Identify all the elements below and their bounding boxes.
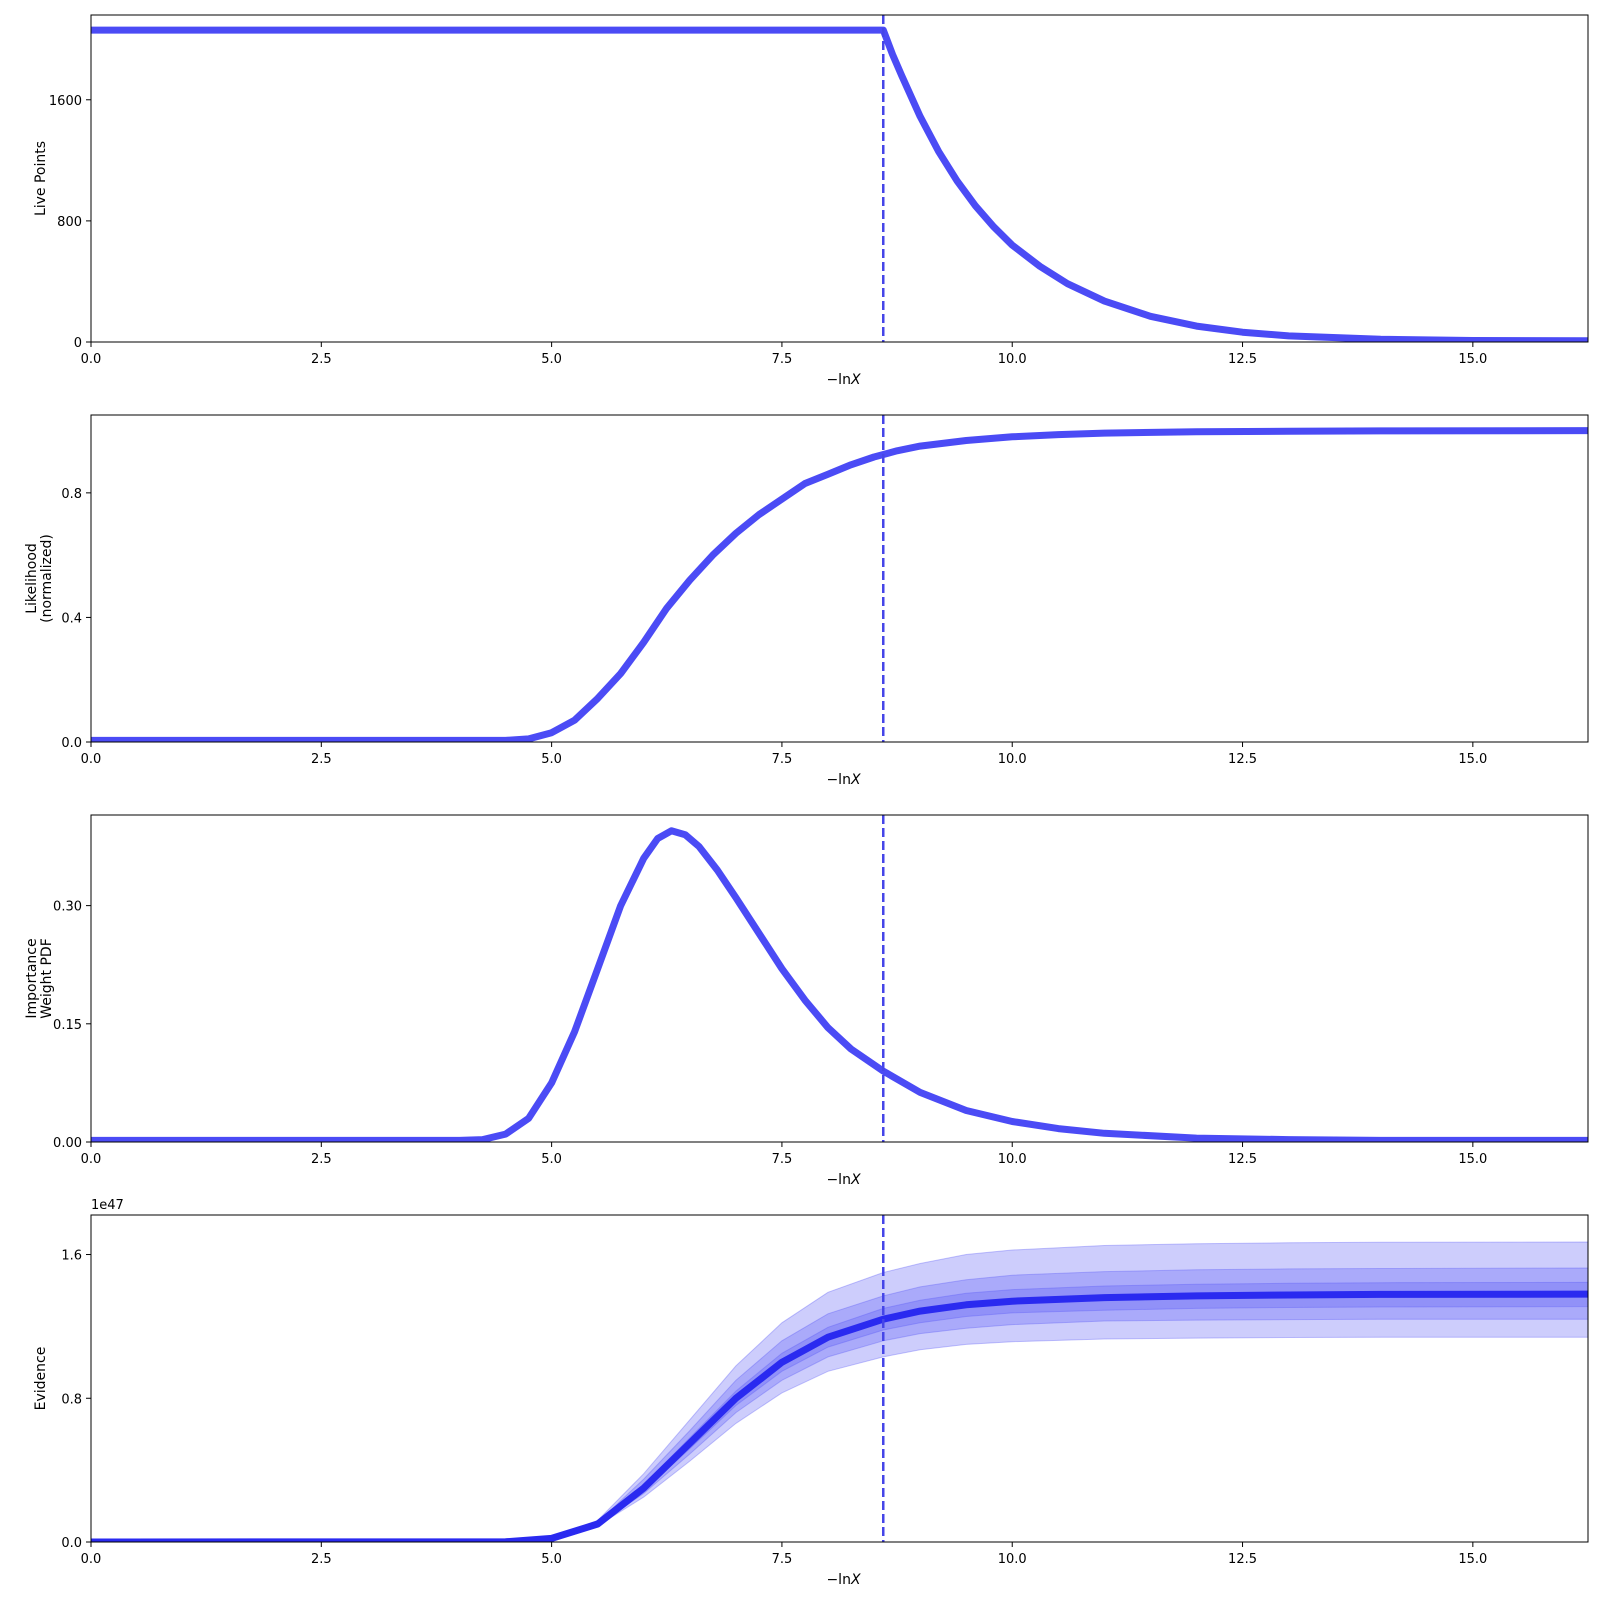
series-line — [91, 827, 1588, 1142]
y-tick-label: 1.6 — [61, 1249, 82, 1264]
axes-frame — [90, 14, 1589, 343]
x-tick-label: 5.0 — [541, 352, 562, 367]
axes-frame — [90, 414, 1589, 743]
panel-3: 0.0 2.5 5.0 7.5 10.0 12.5 15.0 0.00 0.15 0.30 −lnX… — [24, 814, 1589, 1188]
x-axis-label-var: X — [850, 1572, 861, 1588]
y-tick-label: 0.0 — [61, 1536, 82, 1551]
x-tick-label: 10.0 — [998, 1552, 1027, 1567]
x-axis-label: −lnX — [826, 1572, 861, 1588]
y-axis-label: Live Points — [33, 141, 49, 216]
x-tick-label: 7.5 — [772, 752, 793, 767]
y-tick-label: 0.8 — [61, 487, 82, 502]
y-axis-label: Importance — [24, 938, 40, 1018]
x-tick-label: 2.5 — [311, 752, 332, 767]
series-line — [91, 1290, 1588, 1542]
plot-area — [91, 1241, 1588, 1542]
x-tick-label: 12.5 — [1228, 1552, 1257, 1567]
x-tick-label: 10.0 — [998, 352, 1027, 367]
confidence-band-3sigma — [91, 1241, 1588, 1542]
panel-4: 0.0 2.5 5.0 7.5 10.0 12.5 15.0 0.0 0.8 1.6 −lnX Evi… — [33, 1198, 1589, 1588]
x-axis-label-prefix: −ln — [826, 1172, 851, 1188]
x-tick-label: 2.5 — [311, 352, 332, 367]
x-tick-label: 12.5 — [1228, 752, 1257, 767]
x-tick-label: 15.0 — [1458, 752, 1487, 767]
x-tick-label: 10.0 — [998, 752, 1027, 767]
x-tick-label: 15.0 — [1458, 1552, 1487, 1567]
y-tick-label: 0.00 — [53, 1136, 82, 1151]
x-axis-label: −lnX — [826, 1172, 861, 1188]
x-tick-label: 7.5 — [772, 1552, 793, 1567]
y-offset-label: 1e47 — [91, 1198, 124, 1213]
x-axis-label: −lnX — [826, 372, 861, 388]
y-tick-label: 0.0 — [61, 736, 82, 751]
axes-frame — [90, 1214, 1589, 1543]
x-axis-label-prefix: −ln — [826, 772, 851, 788]
x-tick-label: 0.0 — [81, 1152, 102, 1167]
x-tick-label: 15.0 — [1458, 1152, 1487, 1167]
y-tick-label: 1600 — [49, 94, 82, 109]
y-axis-label: (normalized) — [39, 534, 55, 623]
plot-area — [91, 427, 1588, 742]
x-tick-label: 12.5 — [1228, 352, 1257, 367]
y-tick-label: 800 — [57, 215, 82, 230]
x-tick-label: 5.0 — [541, 1552, 562, 1567]
x-tick-label: 5.0 — [541, 1152, 562, 1167]
plot-area — [91, 827, 1588, 1142]
x-axis-label: −lnX — [826, 772, 861, 788]
x-tick-label: 12.5 — [1228, 1152, 1257, 1167]
y-tick-label: 0.4 — [61, 611, 82, 626]
y-axis-label: Evidence — [33, 1347, 49, 1411]
axes-frame — [90, 814, 1589, 1143]
y-axis-label: Likelihood — [24, 543, 40, 614]
plot-area — [91, 26, 1588, 342]
x-tick-label: 0.0 — [81, 1552, 102, 1567]
x-tick-label: 2.5 — [311, 1552, 332, 1567]
x-tick-label: 0.0 — [81, 752, 102, 767]
x-tick-label: 2.5 — [311, 1152, 332, 1167]
x-axis-label-var: X — [850, 372, 861, 388]
x-tick-label: 15.0 — [1458, 352, 1487, 367]
x-tick-label: 10.0 — [998, 1152, 1027, 1167]
x-axis-label-var: X — [850, 772, 861, 788]
series-line — [91, 26, 1588, 342]
x-axis-label-prefix: −ln — [826, 1572, 851, 1588]
y-tick-label: 0.8 — [61, 1392, 82, 1407]
y-tick-label: 0 — [74, 336, 82, 351]
x-tick-label: 7.5 — [772, 1152, 793, 1167]
x-tick-label: 7.5 — [772, 352, 793, 367]
y-tick-label: 0.15 — [53, 1018, 82, 1033]
series-line — [91, 427, 1588, 742]
y-tick-label: 0.30 — [53, 900, 82, 915]
x-tick-label: 5.0 — [541, 752, 562, 767]
y-axis-label: Weight PDF — [39, 938, 55, 1019]
x-axis-label-var: X — [850, 1172, 861, 1188]
panel-2: 0.0 2.5 5.0 7.5 10.0 12.5 15.0 0.0 0.4 0.8 −lnX Lik… — [24, 414, 1589, 788]
x-tick-label: 0.0 — [81, 352, 102, 367]
x-axis-label-prefix: −ln — [826, 372, 851, 388]
panel-1: 0.0 2.5 5.0 7.5 10.0 12.5 15.0 0 800 1600 −lnX Live… — [33, 14, 1589, 388]
